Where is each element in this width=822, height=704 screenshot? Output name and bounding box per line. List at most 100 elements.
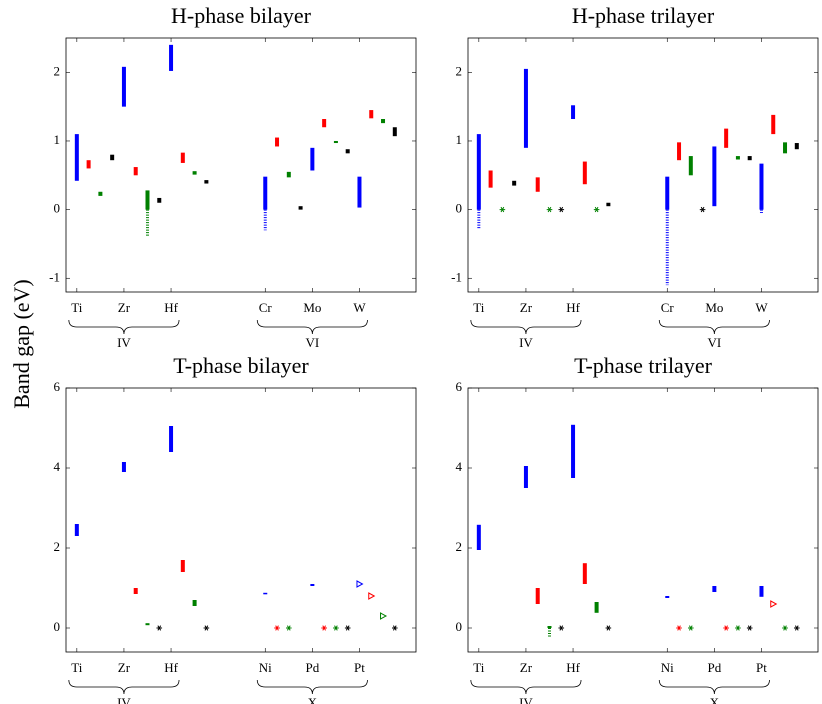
group-brace <box>68 679 180 695</box>
x-tick-label: Pd <box>707 660 721 675</box>
group-brace <box>658 319 770 335</box>
star-marker <box>344 625 351 631</box>
x-tick-label: Zr <box>520 300 533 315</box>
x-tick-label: Zr <box>118 660 131 675</box>
star-marker <box>723 625 729 631</box>
x-tick-label: Ni <box>259 660 272 675</box>
range-bar <box>547 626 552 628</box>
plot-frame <box>467 37 819 293</box>
x-tick-label: Ti <box>71 660 82 675</box>
range-bar <box>523 466 528 488</box>
range-bar <box>665 596 670 598</box>
range-bar <box>476 134 481 210</box>
range-bar <box>759 163 764 210</box>
group-brace <box>256 679 368 695</box>
group-label: IV <box>117 695 131 704</box>
range-bar <box>794 143 799 150</box>
y-tick-label: 0 <box>456 201 463 216</box>
chart-title: H-phase trilayer <box>572 3 715 28</box>
range-bar <box>322 119 327 128</box>
triangle-marker <box>770 600 778 608</box>
y-tick-label: 4 <box>456 459 463 474</box>
star-marker <box>699 206 706 213</box>
range-bar <box>121 462 126 472</box>
range-bar <box>571 424 576 478</box>
star-marker <box>676 625 682 631</box>
range-bar <box>512 180 517 186</box>
group-label: X <box>710 695 720 704</box>
range-bar <box>310 584 315 586</box>
plot-frame <box>65 37 417 293</box>
range-bar <box>476 524 481 550</box>
y-tick-label: 1 <box>456 132 463 147</box>
range-bar <box>677 142 682 161</box>
y-tick-label: 1 <box>54 132 61 147</box>
range-bar <box>121 66 126 107</box>
range-bar <box>133 167 138 176</box>
y-tick-label: 2 <box>456 63 463 78</box>
star-marker <box>558 625 565 631</box>
group-brace <box>658 679 770 695</box>
range-bar <box>169 426 174 452</box>
range-bar <box>192 600 197 606</box>
y-tick-label: 0 <box>54 619 61 634</box>
star-marker <box>593 206 600 213</box>
y-tick-label: 0 <box>456 619 463 634</box>
group-label: VI <box>708 335 722 350</box>
range-bar <box>747 156 752 161</box>
y-tick-label: 6 <box>456 379 463 394</box>
x-tick-label: Mo <box>705 300 723 315</box>
range-bar <box>110 154 115 161</box>
range-bar <box>98 191 103 196</box>
range-bar <box>735 156 740 160</box>
x-tick-label: Cr <box>661 300 675 315</box>
x-tick-label: Hf <box>566 300 580 315</box>
star-marker <box>746 625 753 631</box>
star-marker <box>605 625 612 631</box>
star-marker <box>499 206 506 213</box>
range-bar <box>357 176 362 208</box>
range-bar <box>145 623 150 626</box>
range-bar <box>133 588 138 594</box>
range-bar <box>712 586 717 592</box>
x-tick-label: Zr <box>520 660 533 675</box>
range-bar <box>263 176 268 210</box>
range-bar <box>688 156 693 176</box>
chart-title: T-phase trilayer <box>574 353 713 378</box>
x-tick-label: W <box>755 300 768 315</box>
range-bar <box>724 128 729 148</box>
x-tick-label: Ti <box>71 300 82 315</box>
x-tick-label: Cr <box>259 300 273 315</box>
range-bar <box>180 152 185 163</box>
star-marker <box>558 206 565 213</box>
range-bar <box>145 190 150 210</box>
y-tick-label: 0 <box>54 201 61 216</box>
y-tick-label: 6 <box>54 379 61 394</box>
range-bar <box>263 592 268 595</box>
star-marker <box>546 206 553 213</box>
range-bar <box>523 68 528 148</box>
star-marker <box>333 625 339 631</box>
star-marker <box>794 625 800 631</box>
range-bar <box>665 176 670 210</box>
range-bar <box>783 142 788 154</box>
plot-frame <box>467 387 819 653</box>
y-tick-label: 2 <box>456 539 463 554</box>
range-bar <box>535 588 540 604</box>
range-bar <box>74 524 79 536</box>
star-marker <box>735 625 741 631</box>
star-marker <box>286 625 292 631</box>
x-tick-label: Hf <box>566 660 580 675</box>
range-bar <box>369 110 374 119</box>
range-bar <box>759 586 764 597</box>
range-bar <box>192 171 197 175</box>
range-bar <box>345 149 350 154</box>
x-tick-label: Pt <box>756 660 767 675</box>
chart-title: T-phase bilayer <box>173 353 309 378</box>
range-bar <box>310 147 315 171</box>
x-tick-label: Ti <box>473 300 484 315</box>
range-bar <box>392 127 397 137</box>
range-bar <box>275 137 280 147</box>
star-marker <box>688 625 694 631</box>
